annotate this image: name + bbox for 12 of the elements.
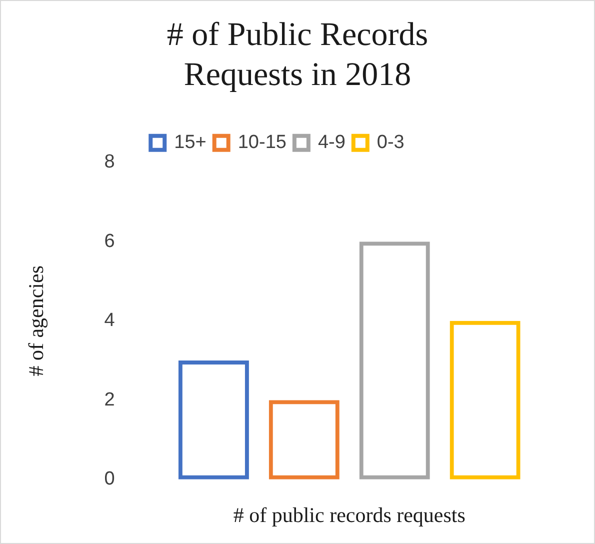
legend-label: 15+ bbox=[174, 132, 206, 154]
y-tick-label: 2 bbox=[104, 389, 115, 410]
chart-title: # of Public Records Requests in 2018 bbox=[166, 16, 430, 95]
x-axis-title: # of public records requests bbox=[233, 502, 466, 527]
y-tick-label: 8 bbox=[104, 152, 115, 173]
legend-label: 10-15 bbox=[238, 132, 286, 154]
y-axis-title: # of agencies bbox=[24, 266, 48, 376]
legend-label: 4-9 bbox=[318, 132, 346, 154]
legend-label: 0-3 bbox=[376, 132, 404, 154]
y-tick-label: 0 bbox=[104, 468, 115, 490]
y-tick-label: 6 bbox=[104, 230, 115, 252]
y-tick-label: 4 bbox=[104, 310, 116, 332]
